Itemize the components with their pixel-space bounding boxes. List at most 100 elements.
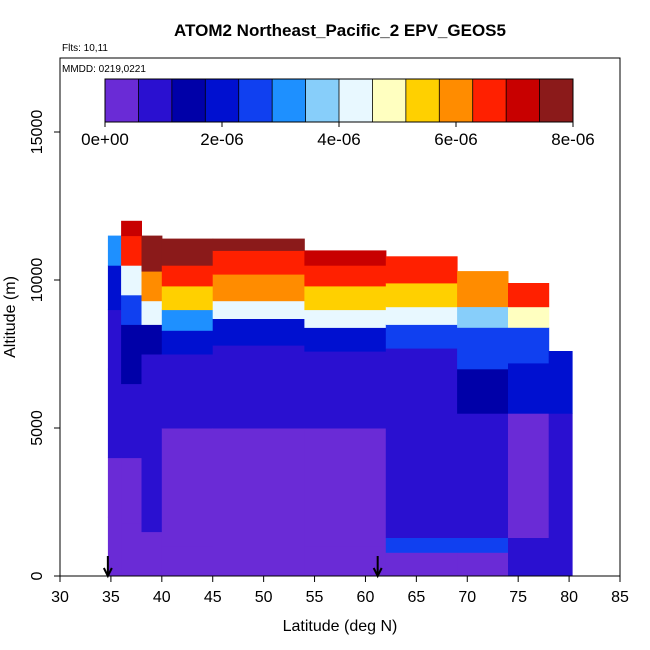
x-tick-label-0: 30 [51,589,69,606]
date-label: MMDD: 0219,0221 [62,64,146,75]
heat-cell-5-2 [304,351,387,429]
colorbar-swatch-2 [171,79,206,122]
heat-cell-7-0 [457,552,509,577]
colorbar-swatch-0 [105,79,139,122]
heat-cell-8-1 [508,413,550,538]
heat-cell-6-6 [385,283,458,308]
heat-cell-1-1 [121,457,142,524]
heat-cell-8-3 [508,327,550,364]
heat-cell-2-1 [141,442,163,533]
heat-cell-7-1 [457,537,509,553]
heat-cell-3-7 [161,238,214,266]
x-tick-label-1: 35 [102,589,120,606]
heat-cell-6-5 [385,306,458,325]
x-tick-label-8: 70 [458,589,476,606]
heat-cell-0-0 [107,516,122,577]
heat-cell-1-7 [121,220,142,237]
y-axis-label: Altitude (m) [2,276,19,358]
heat-cell-1-6 [121,235,142,266]
heat-cell-0-2 [107,368,122,459]
heat-cell-4-3 [212,318,305,346]
heat-cell-5-3 [304,327,387,352]
colorbar-swatch-9 [405,79,440,122]
colorbar-swatch-8 [372,79,407,122]
plot-frame [59,57,621,577]
heat-cell-8-5 [508,283,550,308]
x-tick-label-9: 75 [509,589,527,606]
heat-cell-6-3 [385,348,458,429]
colorbar-tick-label-4: 8e-06 [551,130,594,149]
heat-cell-3-4 [161,309,214,331]
heat-cell-3-2 [161,354,214,429]
y-axis: 0 5000 10000 15000 [29,110,60,580]
heat-cell-5-1 [304,428,387,547]
heat-cell-8-0 [508,537,550,577]
colorbar: 0e+00 2e-06 4e-06 6e-06 8e-06 [81,78,595,149]
heat-cell-3-5 [161,285,214,311]
heat-cell-2-5 [141,271,163,302]
heat-cell-1-3 [121,324,142,385]
heat-cell-1-4 [121,294,142,325]
heat-cell-3-0 [161,546,214,577]
heat-cell-3-6 [161,265,214,287]
heat-cell-0-4 [107,265,122,311]
colorbar-swatch-10 [439,79,474,122]
heat-cell-3-3 [161,330,214,355]
heat-cell-1-0 [121,522,142,577]
x-axis: 30 35 40 45 50 55 60 65 70 75 80 85 [51,576,629,606]
x-tick-label-6: 60 [357,589,375,606]
heat-cell-4-7 [212,238,305,251]
colorbar-swatch-11 [472,79,507,122]
heat-cell-4-2 [212,345,305,429]
heat-cell-5-4 [304,309,387,328]
heat-cell-6-0 [385,552,458,577]
colorbar-swatch-12 [506,79,540,122]
heat-cell-5-6 [304,265,387,287]
x-tick-label-2: 40 [153,589,171,606]
colorbar-swatch-1 [138,79,173,122]
heat-cell-1-2 [121,383,142,459]
heat-cell-6-4 [385,324,458,349]
colorbar-swatch-13 [539,79,574,122]
heat-cell-4-0 [212,540,305,577]
flights-label: Flts: 10,11 [62,43,108,54]
heat-cell-0-5 [107,235,122,266]
heat-cell-8-2 [508,362,550,414]
x-tick-label-3: 45 [204,589,222,606]
chart-title: ATOM2 Northeast_Pacific_2 EPV_GEOS5 [174,21,506,40]
y-tick-label-2: 10000 [29,258,46,303]
y-tick-label-1: 5000 [29,410,46,446]
x-tick-label-7: 65 [407,589,425,606]
colorbar-swatch-6 [305,79,340,122]
x-tick-label-4: 50 [255,589,273,606]
heat-cell-5-7 [304,250,387,266]
colorbar-tick-label-0: 0e+00 [81,130,129,149]
heat-cell-3-1 [161,428,214,547]
heat-cell-8-4 [508,306,550,328]
colorbar-tick-label-2: 4e-06 [317,130,360,149]
heat-cell-7-5 [457,306,509,328]
x-tick-label-11: 85 [611,589,629,606]
heat-cell-2-2 [141,354,163,444]
heatmap-area [107,220,573,577]
heat-cell-7-4 [457,327,509,370]
heat-cell-2-6 [141,235,163,272]
heat-cell-9-1 [548,351,573,414]
heat-cell-6-7 [385,256,458,284]
colorbar-swatch-4 [238,79,273,122]
heat-cell-7-2 [457,413,509,538]
colorbar-swatch-3 [205,79,240,122]
heat-cell-4-6 [212,250,305,275]
heat-cell-0-1 [107,457,122,518]
colorbar-tick-label-3: 6e-06 [434,130,477,149]
heat-cell-5-5 [304,285,387,311]
x-tick-label-10: 80 [560,589,578,606]
heat-cell-7-6 [457,271,509,308]
colorbar-swatch-7 [339,79,373,122]
colorbar-swatch-5 [272,79,306,122]
heat-cell-6-1 [385,537,458,553]
y-tick-label-0: 0 [29,571,46,580]
heat-cell-6-2 [385,428,458,538]
heat-cell-5-0 [304,546,387,577]
